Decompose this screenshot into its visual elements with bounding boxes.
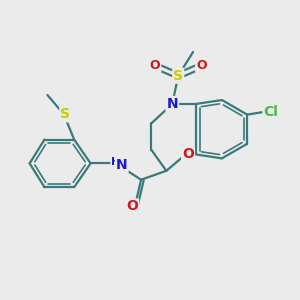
Text: O: O xyxy=(196,59,207,72)
Text: S: S xyxy=(60,107,70,121)
Text: H: H xyxy=(111,157,120,167)
Text: O: O xyxy=(150,59,160,72)
Text: N: N xyxy=(167,97,178,111)
Text: Cl: Cl xyxy=(263,105,278,119)
Text: O: O xyxy=(126,200,138,214)
Text: S: S xyxy=(173,69,183,83)
Text: N: N xyxy=(116,158,128,172)
Text: O: O xyxy=(182,148,194,161)
